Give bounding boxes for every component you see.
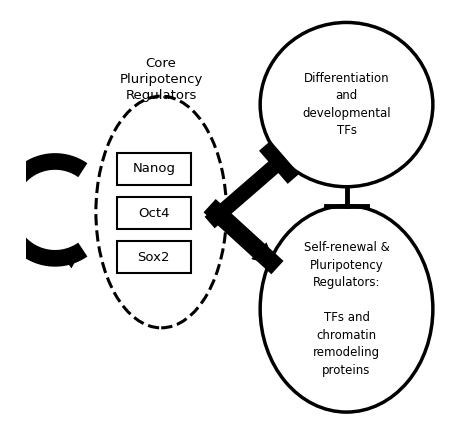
FancyBboxPatch shape <box>117 153 191 184</box>
Ellipse shape <box>260 206 433 412</box>
Text: Sox2: Sox2 <box>137 251 170 264</box>
Ellipse shape <box>260 22 433 187</box>
Text: Oct4: Oct4 <box>138 206 170 220</box>
Text: Self-renewal &
Pluripotency
Regulators:

TFs and
chromatin
remodeling
proteins: Self-renewal & Pluripotency Regulators: … <box>304 241 390 377</box>
Text: Differentiation
and
developmental
TFs: Differentiation and developmental TFs <box>302 72 391 137</box>
Ellipse shape <box>96 96 227 328</box>
Text: Core
Pluripotency
Regulators: Core Pluripotency Regulators <box>119 57 203 102</box>
FancyBboxPatch shape <box>117 242 191 273</box>
Text: Nanog: Nanog <box>132 162 175 176</box>
FancyBboxPatch shape <box>117 197 191 229</box>
